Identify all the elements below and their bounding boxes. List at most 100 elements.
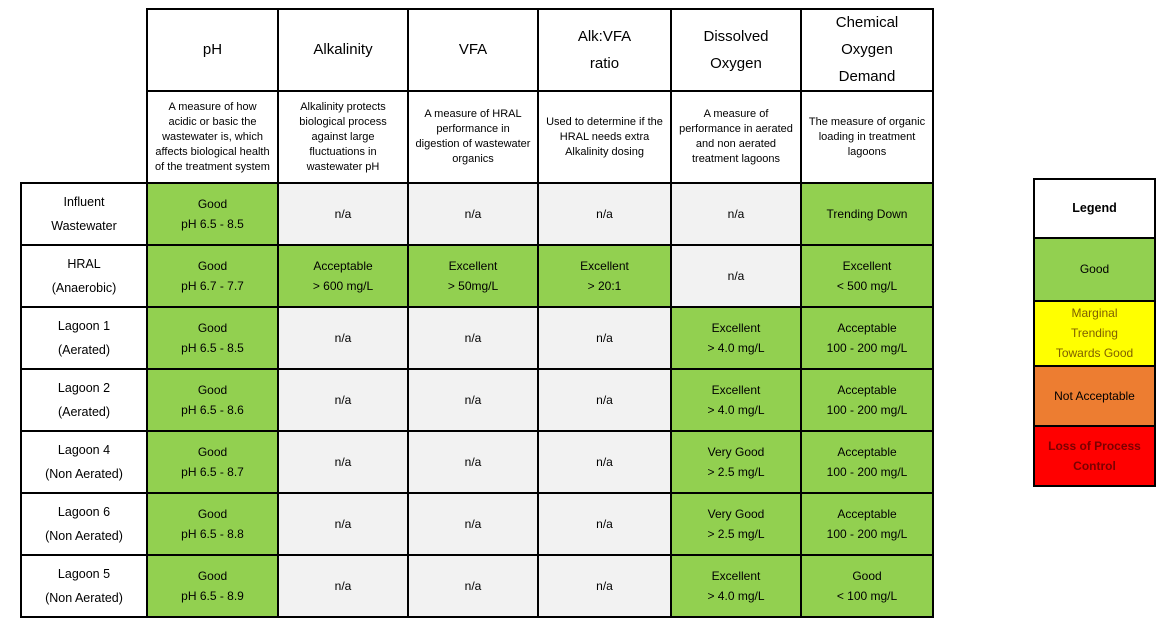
cell-text-line: Acceptable (837, 382, 897, 397)
cell-text-line: n/a (464, 516, 482, 531)
cell-text-line: > 4.0 mg/L (707, 402, 765, 417)
cell-text-line: Loss of Process (1048, 438, 1141, 453)
cell-text-line: pH 6.5 - 8.5 (181, 216, 244, 231)
table-row: Lagoon 5 (Non Aerated) Good pH 6.5 - 8.9 n/a… (20, 554, 934, 618)
cell-text-line: Excellent (711, 382, 761, 397)
cell-text-line: Alkalinity (313, 41, 373, 58)
data-cell-alk-vfa-ratio: n/a (537, 306, 672, 370)
data-cell-dissolved-oxygen: Very Good > 2.5 mg/L (670, 492, 802, 556)
data-cell-vfa: n/a (407, 554, 539, 618)
cell-text-line: > 600 mg/L (312, 278, 374, 293)
cell-text-line: pH 6.5 - 8.5 (181, 340, 244, 355)
cell-text-line: Good (197, 196, 228, 211)
data-cell-dissolved-oxygen: Excellent > 4.0 mg/L (670, 306, 802, 370)
cell-text-line: Trending (1071, 326, 1118, 340)
cell-text-line: (Non Aerated) (45, 590, 123, 605)
cell-text-line: (Anaerobic) (51, 280, 117, 295)
data-cell-alkalinity: n/a (277, 554, 409, 618)
column-description-chemical-oxygen-demand: The measure of organic loading in treatm… (800, 90, 934, 184)
cell-text-line: Very Good (707, 506, 765, 521)
legend-item-loss: Loss of Process Control (1033, 425, 1156, 487)
row-header: Lagoon 5 (Non Aerated) (20, 554, 148, 618)
cell-text-line: n/a (464, 392, 482, 407)
cell-text-line: Good (1079, 262, 1110, 276)
data-cell-dissolved-oxygen: Very Good > 2.5 mg/L (670, 430, 802, 494)
cell-text-line: pH 6.7 - 7.7 (181, 278, 244, 293)
table-head: pH Alkalinity VFA Alk:VFA ratio Dissolved Oxyg… (21, 8, 934, 184)
column-header-chemical-oxygen-demand: Chemical Oxygen Demand (800, 8, 934, 92)
cell-text-line: 100 - 200 mg/L (826, 340, 908, 355)
cell-text-line: Control (1073, 458, 1116, 473)
legend-item-good: Good (1033, 237, 1156, 302)
data-cell-alk-vfa-ratio: Excellent > 20:1 (537, 244, 672, 308)
cell-text-line: < 100 mg/L (836, 588, 898, 603)
data-cell-chemical-oxygen-demand: Good < 100 mg/L (800, 554, 934, 618)
corner-blank (21, 9, 147, 183)
process-status-table: pH Alkalinity VFA Alk:VFA ratio Dissolved Oxyg… (20, 8, 934, 618)
column-description-ph: A measure of how acidic or basic the was… (146, 90, 279, 184)
cell-text-line: > 50mg/L (447, 278, 499, 293)
row-header: Lagoon 1 (Aerated) (20, 306, 148, 370)
table-body: Influent Wastewater Good pH 6.5 - 8.5 n/a n/a… (20, 182, 934, 618)
legend-item-not-acceptable: Not Acceptable (1033, 365, 1156, 427)
cell-text-line: Alk:VFA (577, 27, 632, 45)
cell-text-line: Not Acceptable (1054, 388, 1135, 403)
cell-text-line: Excellent (842, 258, 892, 273)
cell-text-line: ratio (589, 54, 620, 72)
table-row: Lagoon 2 (Aerated) Good pH 6.5 - 8.6 n/a n/a n… (20, 368, 934, 432)
cell-text-line: Oxygen (710, 54, 762, 72)
cell-text-line: n/a (334, 516, 352, 531)
data-cell-vfa: n/a (407, 492, 539, 556)
legend-title: Legend (1033, 178, 1156, 239)
data-cell-dissolved-oxygen: Excellent > 4.0 mg/L (670, 368, 802, 432)
cell-text-line: n/a (464, 578, 482, 593)
data-cell-alkalinity: n/a (277, 492, 409, 556)
cell-text-line: pH 6.5 - 8.6 (181, 402, 244, 417)
cell-text-line: pH 6.5 - 8.8 (181, 526, 244, 541)
table-row: Lagoon 6 (Non Aerated) Good pH 6.5 - 8.8 n/a… (20, 492, 934, 556)
data-cell-dissolved-oxygen: n/a (670, 182, 802, 246)
column-header-dissolved-oxygen: Dissolved Oxygen (670, 8, 802, 92)
cell-text-line: Marginal (1071, 306, 1118, 320)
cell-text-line: Excellent (711, 320, 761, 335)
table-row: Lagoon 4 (Non Aerated) Good pH 6.5 - 8.7 n/a… (20, 430, 934, 494)
cell-text-line: Lagoon 6 (57, 504, 111, 519)
cell-text-line: Good (197, 258, 228, 273)
column-header-ph: pH (146, 8, 279, 92)
row-header: Lagoon 4 (Non Aerated) (20, 430, 148, 494)
data-cell-alk-vfa-ratio: n/a (537, 182, 672, 246)
cell-text-line: Influent (63, 194, 105, 209)
cell-text-line: Good (852, 568, 882, 583)
data-cell-chemical-oxygen-demand: Trending Down (800, 182, 934, 246)
legend-row: Not Acceptable (1033, 365, 1156, 427)
cell-text-line: Excellent (580, 258, 629, 273)
cell-text-line: (Aerated) (57, 404, 111, 419)
data-cell-ph: Good pH 6.5 - 8.6 (146, 368, 279, 432)
row-header: Lagoon 2 (Aerated) (20, 368, 148, 432)
cell-text-line: n/a (464, 206, 482, 221)
legend-row: Marginal Trending Towards Good (1033, 300, 1156, 367)
legend-item-marginal: Marginal Trending Towards Good (1033, 300, 1156, 367)
cell-text-line: > 2.5 mg/L (707, 526, 765, 541)
data-cell-alkalinity: n/a (277, 306, 409, 370)
cell-text-line: < 500 mg/L (836, 278, 898, 293)
data-cell-chemical-oxygen-demand: Acceptable 100 - 200 mg/L (800, 492, 934, 556)
cell-text-line: Good (197, 444, 228, 459)
data-cell-alkalinity: n/a (277, 368, 409, 432)
cell-text-line: Trending Down (826, 206, 908, 221)
cell-text-line: Acceptable (837, 506, 897, 521)
cell-text-line: Lagoon 4 (57, 442, 111, 457)
data-cell-dissolved-oxygen: Excellent > 4.0 mg/L (670, 554, 802, 618)
cell-text-line: n/a (334, 206, 352, 221)
cell-text-line: Lagoon 5 (57, 566, 111, 581)
legend-row: Loss of Process Control (1033, 425, 1156, 487)
data-cell-vfa: Excellent > 50mg/L (407, 244, 539, 308)
data-cell-alk-vfa-ratio: n/a (537, 430, 672, 494)
row-header: Influent Wastewater (20, 182, 148, 246)
cell-text-line: Excellent (711, 568, 761, 583)
column-header-vfa: VFA (407, 8, 539, 92)
cell-text-line: (Aerated) (57, 342, 111, 357)
cell-text-line: n/a (596, 516, 613, 531)
row-header: Lagoon 6 (Non Aerated) (20, 492, 148, 556)
